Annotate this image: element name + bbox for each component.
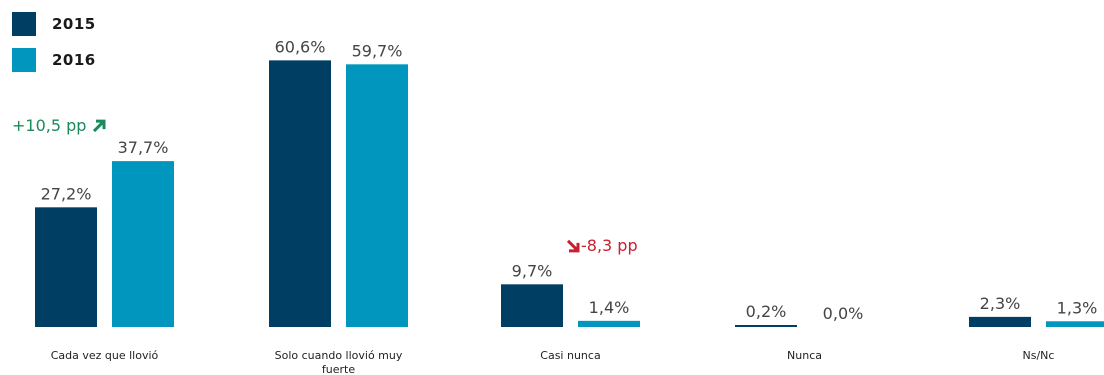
x-tick-label-ns-nc: Ns/Nc: [1023, 349, 1055, 362]
legend: 2015 2016: [12, 12, 96, 84]
data-label-solo-cuando-llovio-muy-fuerte-2016: 59,7%: [352, 41, 403, 60]
bar-nunca-2015: [735, 325, 797, 327]
legend-label-2015: 2015: [52, 15, 96, 33]
legend-swatch-2016: [12, 48, 36, 72]
data-label-cada-vez-que-llovio-2015: 27,2%: [41, 184, 92, 203]
data-label-casi-nunca-2016: 1,4%: [589, 298, 630, 317]
data-label-solo-cuando-llovio-muy-fuerte-2015: 60,6%: [275, 37, 326, 56]
bar-casi-nunca-2016: [578, 320, 640, 327]
bar-cada-vez-que-llovio-2015: [35, 207, 97, 327]
x-tick-label-casi-nunca: Casi nunca: [540, 349, 600, 362]
data-label-cada-vez-que-llovio-2016: 37,7%: [118, 138, 169, 157]
data-label-casi-nunca-2015: 9,7%: [512, 261, 553, 280]
data-label-nunca-2016: 0,0%: [823, 304, 864, 323]
bar-cada-vez-que-llovio-2016: [112, 161, 174, 327]
legend-item-2015: 2015: [12, 12, 96, 36]
arrow-down-icon: [566, 239, 580, 253]
legend-label-2016: 2016: [52, 51, 96, 69]
bar-solo-cuando-llovio-muy-fuerte-2015: [269, 60, 331, 328]
bar-solo-cuando-llovio-muy-fuerte-2016: [346, 64, 408, 327]
x-tick-label-nunca: Nunca: [787, 349, 822, 362]
legend-swatch-2015: [12, 12, 36, 36]
annotation-casi-nunca: -8,3 pp: [581, 236, 638, 255]
arrow-up-icon: [92, 119, 106, 133]
data-label-nunca-2015: 0,2%: [746, 302, 787, 321]
annotation-cada-vez-que-llovio: +10,5 pp: [12, 116, 86, 135]
bar-ns-nc-2015: [969, 316, 1031, 327]
bar-casi-nunca-2015: [501, 284, 563, 327]
x-tick-label-solo-cuando-llovio-muy-fuerte: Solo cuando llovió muy fuerte: [275, 349, 403, 375]
data-label-ns-nc-2015: 2,3%: [980, 294, 1021, 313]
legend-item-2016: 2016: [12, 48, 96, 72]
bar-ns-nc-2016: [1046, 321, 1104, 327]
data-label-ns-nc-2016: 1,3%: [1057, 298, 1098, 317]
x-tick-label-cada-vez-que-llovio: Cada vez que llovió: [51, 349, 159, 362]
